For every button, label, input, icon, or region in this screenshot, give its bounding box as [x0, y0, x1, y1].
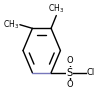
Text: CH$_3$: CH$_3$ — [48, 3, 64, 15]
Text: O: O — [66, 56, 73, 65]
Text: Cl: Cl — [87, 68, 95, 77]
Text: O: O — [66, 80, 73, 89]
Text: CH$_3$: CH$_3$ — [3, 18, 19, 31]
Text: S: S — [67, 68, 73, 78]
